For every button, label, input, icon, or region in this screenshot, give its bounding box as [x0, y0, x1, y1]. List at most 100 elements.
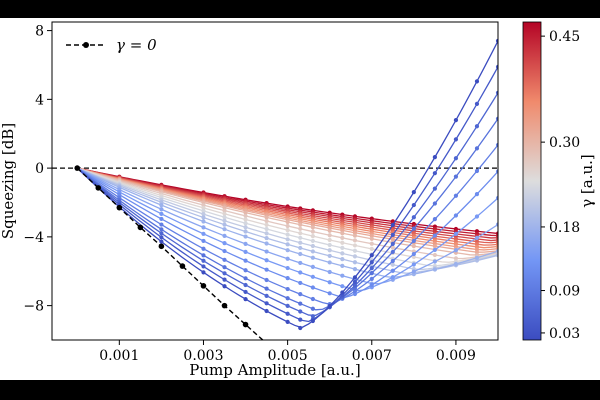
gamma-series-point — [159, 222, 164, 227]
gamma-series-point — [327, 233, 332, 238]
gamma-series-point — [411, 202, 416, 208]
gamma-series-point — [352, 260, 358, 265]
x-tick-label: 0.009 — [436, 348, 476, 364]
colorbar-gradient — [522, 21, 542, 341]
gamma-series-point — [222, 222, 227, 227]
gamma-series-point — [453, 261, 459, 267]
gamma-series-point — [310, 274, 315, 279]
gamma-series-point — [411, 251, 416, 257]
gamma-series-point — [222, 271, 227, 276]
gamma-series-point — [222, 227, 227, 232]
gamma-series-point — [352, 230, 358, 235]
gamma-series-point — [222, 205, 227, 210]
gamma-series-point — [453, 256, 459, 261]
gamma-series-point — [264, 226, 269, 232]
gamma-series-point — [310, 296, 315, 302]
gamma-series-point — [432, 243, 437, 249]
gamma-series-point — [264, 301, 269, 306]
gamma-series-point — [201, 215, 206, 220]
gamma-series-point — [285, 237, 290, 242]
gamma-series-point — [117, 192, 122, 197]
gamma-series-point — [298, 301, 303, 306]
gamma-series-point — [310, 255, 315, 260]
gamma-series-point — [474, 146, 480, 151]
gamma-series-point — [495, 38, 498, 44]
gamma-series-point — [264, 215, 269, 220]
x-tick-label: 0.007 — [352, 348, 392, 364]
gamma-series — [75, 166, 498, 286]
colorbar-tick-label: 0.18 — [549, 220, 580, 236]
gamma-series-point — [285, 232, 290, 237]
gamma-series-point — [495, 253, 498, 258]
gamma-series-point — [201, 208, 206, 213]
colorbar-tick-label: 0.09 — [549, 284, 580, 300]
gamma-series-point — [243, 276, 248, 281]
gamma-series-point — [201, 270, 206, 275]
gamma-series — [75, 166, 498, 264]
gamma-series-point — [298, 260, 303, 266]
gamma-series-point — [495, 116, 498, 121]
gamma-series-point — [352, 238, 358, 243]
gamma-series-point — [285, 256, 290, 261]
gamma-series-point — [411, 226, 416, 231]
gamma0-series-point — [95, 185, 102, 191]
gamma-series-point — [298, 309, 303, 314]
gamma-series-point — [159, 216, 164, 222]
colorbar: 0.03 0.09 0.18 0.30 0.45 γ [a.u.] — [522, 21, 596, 342]
gamma-series-point — [474, 191, 480, 197]
gamma-series-point — [222, 248, 227, 254]
gamma-series-point — [390, 258, 395, 264]
gamma-series-point — [390, 268, 395, 273]
gamma-series-point — [264, 231, 269, 236]
gamma-series-point — [369, 233, 374, 238]
gamma-series-point — [264, 241, 269, 246]
gamma-series-layer — [75, 38, 498, 331]
gamma-series-point — [264, 249, 269, 254]
gamma-series-point — [243, 241, 248, 246]
gamma-series-point — [201, 219, 206, 224]
gamma-series-point — [298, 240, 303, 245]
gamma-series-point — [340, 263, 345, 268]
gamma-series-point — [243, 282, 248, 288]
y-tick-label: 8 — [35, 24, 44, 40]
gamma-series-point — [390, 249, 395, 255]
gamma-series-point — [298, 325, 303, 331]
x-axis-label: Pump Amplitude [a.u.] — [189, 361, 360, 379]
gamma-series-point — [222, 215, 227, 220]
x-tick-label: 0.001 — [99, 348, 139, 364]
gamma-series-point — [340, 251, 345, 256]
gamma-series-point — [453, 156, 459, 161]
gamma-series-point — [327, 291, 332, 296]
gamma-series-point — [310, 249, 315, 254]
gamma-series-point — [453, 137, 459, 142]
gamma-series-point — [327, 303, 332, 309]
gamma-series-point — [411, 243, 416, 249]
gamma-series-point — [201, 231, 206, 236]
gamma-series-point — [352, 233, 358, 238]
x-tick-label: 0.005 — [268, 348, 308, 364]
colorbar-tick-label: 0.45 — [549, 29, 580, 45]
gamma0-series-point — [158, 243, 165, 250]
colorbar-tick-label: 0.30 — [549, 135, 580, 151]
gamma-series-point — [432, 217, 437, 222]
legend: γ = 0 — [66, 36, 157, 54]
gamma-series-point — [159, 207, 164, 212]
gamma-series-point — [264, 235, 269, 241]
gamma-series-point — [327, 242, 332, 248]
x-axis-ticks: 0.001 0.003 0.005 0.007 0.009 — [99, 340, 476, 364]
gamma-series-point — [352, 254, 358, 259]
gamma-series-point — [369, 266, 374, 271]
gamma-series-point — [453, 174, 459, 179]
gamma-series-point — [352, 248, 358, 253]
gamma-series-point — [298, 245, 303, 251]
gamma-series-point — [201, 253, 206, 258]
gamma-series-point — [352, 279, 358, 285]
gamma-series-point — [310, 229, 315, 234]
gamma-series-point — [222, 265, 227, 270]
gamma0-series-point — [116, 204, 123, 211]
gamma-series-point — [474, 124, 480, 129]
gamma-series-point — [310, 243, 315, 249]
gamma-series-point — [340, 290, 345, 295]
gamma-series-point — [390, 262, 395, 267]
colorbar-ticks: 0.03 0.09 0.18 0.30 0.45 — [541, 29, 580, 342]
